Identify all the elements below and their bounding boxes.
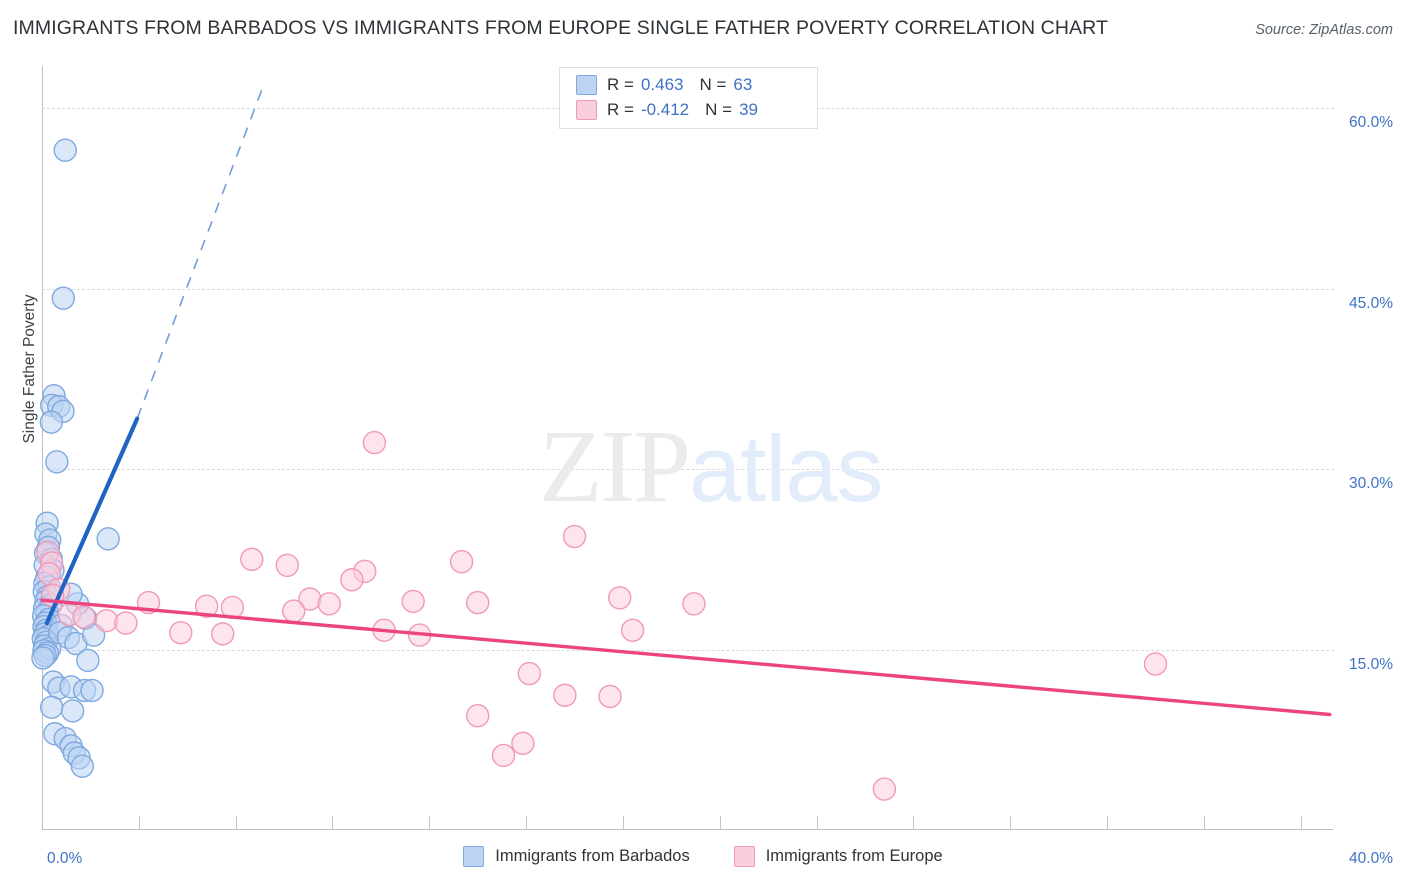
series-label-europe: Immigrants from Europe bbox=[765, 847, 943, 865]
data-point bbox=[340, 568, 364, 592]
series-legend-item-barbados[interactable]: Immigrants from Barbados bbox=[463, 846, 690, 867]
trend-line-extension bbox=[136, 86, 264, 419]
data-point bbox=[608, 586, 632, 610]
legend-r-value-2: -0.412 bbox=[640, 100, 690, 119]
x-tick-mark bbox=[719, 816, 721, 830]
data-point bbox=[598, 684, 622, 709]
data-point bbox=[31, 646, 55, 670]
legend-n-label-2: N = bbox=[705, 100, 733, 119]
data-point bbox=[114, 611, 138, 635]
data-point bbox=[211, 622, 235, 646]
legend-row-barbados: R = 0.463 N = 63 bbox=[576, 73, 752, 97]
legend-row-europe: R = -0.412 N = 39 bbox=[576, 98, 758, 122]
plot-area: ZIPatlas bbox=[31, 66, 1334, 830]
data-point bbox=[362, 430, 387, 455]
gridline bbox=[42, 288, 1334, 290]
x-tick-mark bbox=[913, 816, 915, 830]
data-point bbox=[275, 553, 299, 578]
data-point bbox=[194, 594, 219, 618]
data-point bbox=[682, 592, 706, 616]
series-legend-item-europe[interactable]: Immigrants from Europe bbox=[733, 846, 943, 867]
data-point bbox=[282, 599, 306, 623]
legend-n-value-1: 63 bbox=[733, 75, 753, 94]
data-point bbox=[562, 524, 587, 549]
x-tick-label-min: 0.0% bbox=[47, 850, 83, 867]
y-tick-label: 30.0% bbox=[1349, 475, 1393, 493]
data-point bbox=[53, 138, 77, 162]
y-tick-label: 60.0% bbox=[1349, 114, 1393, 132]
x-tick-mark bbox=[1300, 816, 1302, 830]
data-point bbox=[553, 683, 577, 707]
x-tick-mark bbox=[1203, 816, 1205, 830]
series-points-barbados bbox=[31, 138, 120, 778]
source-attribution: Source: ZipAtlas.com bbox=[1255, 22, 1393, 38]
legend-r-label-2: R = bbox=[607, 100, 634, 119]
trend-line-europe bbox=[40, 598, 1332, 717]
x-tick-mark bbox=[526, 816, 528, 830]
data-point bbox=[1143, 652, 1168, 676]
legend-r-label-1: R = bbox=[607, 75, 634, 94]
plot-frame bbox=[42, 66, 1333, 830]
x-tick-mark bbox=[235, 816, 237, 830]
data-point bbox=[466, 590, 490, 615]
data-point bbox=[517, 661, 542, 686]
series-swatch-europe bbox=[733, 846, 755, 867]
data-point bbox=[872, 777, 897, 801]
data-point bbox=[466, 704, 490, 728]
data-point bbox=[39, 410, 64, 434]
series-legend: Immigrants from Barbados Immigrants from… bbox=[0, 846, 1406, 867]
x-tick-mark bbox=[1107, 816, 1109, 830]
data-point bbox=[51, 286, 76, 310]
x-tick-mark bbox=[1010, 816, 1012, 830]
data-point bbox=[317, 592, 341, 616]
data-point bbox=[60, 699, 85, 723]
data-point bbox=[94, 608, 119, 633]
legend-swatch-europe bbox=[576, 100, 597, 120]
y-tick-label: 45.0% bbox=[1349, 294, 1393, 312]
page-title: IMMIGRANTS FROM BARBADOS VS IMMIGRANTS F… bbox=[13, 17, 1108, 39]
x-tick-mark bbox=[429, 816, 431, 830]
x-tick-mark bbox=[332, 816, 334, 830]
y-axis-label: Single Father Poverty bbox=[21, 294, 38, 444]
data-point bbox=[96, 527, 120, 551]
data-point bbox=[70, 754, 95, 778]
legend-n-label-1: N = bbox=[699, 75, 727, 94]
data-point bbox=[240, 547, 264, 571]
trend-line-barbados bbox=[44, 416, 140, 626]
legend-r-value-1: 0.463 bbox=[640, 75, 684, 94]
x-tick-mark bbox=[622, 816, 624, 830]
gridline bbox=[42, 649, 1334, 651]
data-point bbox=[80, 678, 104, 703]
data-point bbox=[401, 589, 425, 614]
data-point bbox=[620, 618, 645, 642]
legend-n-value-2: 39 bbox=[739, 100, 758, 119]
data-point bbox=[45, 450, 69, 474]
series-points-europe bbox=[36, 430, 1168, 801]
data-point bbox=[76, 648, 100, 673]
gridline bbox=[42, 469, 1334, 471]
x-tick-mark bbox=[816, 816, 818, 830]
series-swatch-barbados bbox=[463, 846, 485, 867]
y-tick-label: 15.0% bbox=[1349, 655, 1393, 673]
series-label-barbados: Immigrants from Barbados bbox=[495, 847, 690, 865]
x-tick-mark bbox=[138, 816, 140, 830]
data-point bbox=[39, 695, 64, 719]
x-tick-label-max: 40.0% bbox=[1349, 850, 1393, 867]
data-point bbox=[169, 620, 193, 645]
correlation-legend: R = 0.463 N = 63 R = -0.412 N = 39 bbox=[559, 67, 818, 129]
data-point bbox=[72, 605, 96, 629]
data-point bbox=[511, 731, 535, 756]
data-point bbox=[449, 549, 474, 574]
scatter-layer bbox=[31, 86, 1332, 801]
data-point bbox=[491, 743, 516, 768]
legend-swatch-barbados bbox=[576, 75, 597, 95]
